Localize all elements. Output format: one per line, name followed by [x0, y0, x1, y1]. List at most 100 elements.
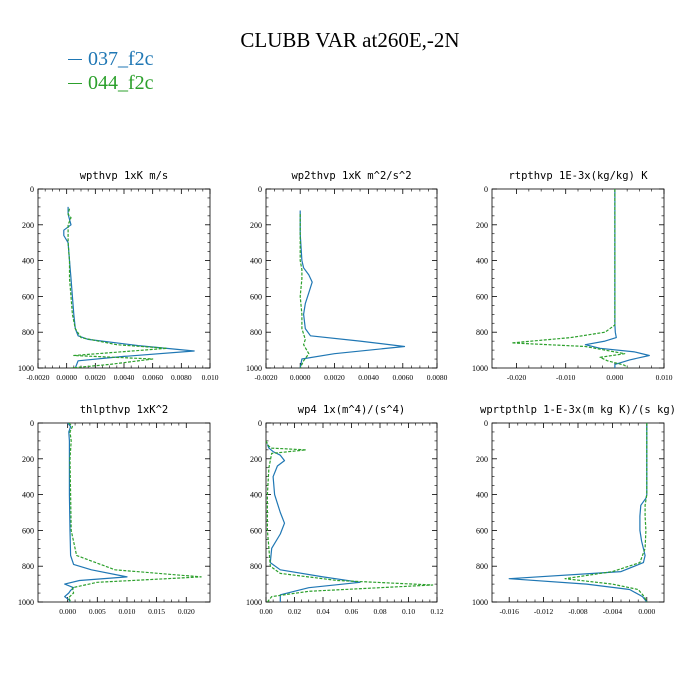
y-tick-label-3-4: 800	[22, 562, 34, 571]
chart-title-3: thlpthvp 1xK^2	[80, 404, 169, 416]
y-tick-label-0-5: 1000	[18, 364, 34, 373]
x-tick-label-2-3: 0.010	[656, 373, 673, 382]
x-tick-label-1-5: 0.0080	[427, 373, 448, 382]
y-tick-label-1-0: 0	[258, 185, 262, 194]
y-tick-label-4-4: 800	[250, 562, 262, 571]
series-line-1-0	[299, 210, 406, 368]
x-tick-label-4-6: 0.12	[430, 607, 443, 616]
x-tick-label-0-5: 0.0080	[171, 373, 192, 382]
chart-panel-0: wpthvp 1xK m/s 0 200 400 600 800 1000-0.0020 0.…	[18, 170, 219, 382]
x-tick-label-2-2: 0.000	[606, 373, 623, 382]
y-tick-label-4-1: 200	[250, 455, 262, 464]
legend-swatch-044	[68, 83, 82, 84]
x-tick-label-5-1: -0.012	[534, 607, 554, 616]
chart-frame-1	[265, 188, 438, 369]
chart-frame-2	[491, 188, 665, 369]
y-tick-label-1-1: 200	[250, 221, 262, 230]
y-tick-label-3-5: 1000	[18, 598, 34, 607]
chart-panel-1: wp2thvp 1xK m^2/s^2 0 200 400 600 800 1000-0.0…	[246, 170, 448, 382]
y-tick-label-3-3: 600	[22, 526, 34, 535]
y-tick-label-4-5: 1000	[246, 598, 262, 607]
y-tick-label-1-2: 400	[250, 257, 262, 266]
y-tick-label-2-3: 600	[476, 292, 488, 301]
x-tick-label-4-2: 0.04	[316, 607, 329, 616]
y-tick-label-0-0: 0	[30, 185, 34, 194]
y-tick-label-2-0: 0	[484, 185, 488, 194]
y-tick-label-5-2: 400	[476, 491, 488, 500]
y-tick-label-0-3: 600	[22, 292, 34, 301]
y-tick-label-5-4: 800	[476, 562, 488, 571]
y-tick-label-1-5: 1000	[246, 364, 262, 373]
chart-frame-4	[265, 422, 438, 603]
legend-label-037: 037_f2c	[88, 48, 154, 70]
y-tick-label-4-2: 400	[250, 491, 262, 500]
y-tick-label-5-3: 600	[476, 526, 488, 535]
series-line-3-0	[64, 423, 128, 602]
legend-item-037: 037_f2c	[68, 48, 154, 71]
x-tick-label-0-1: 0.0000	[56, 373, 77, 382]
legend-item-044: 044_f2c	[68, 72, 154, 95]
y-tick-label-4-0: 0	[258, 419, 262, 428]
chart-title-2: rtpthvp 1E-3x(kg/kg) K	[508, 170, 648, 182]
legend-swatch-037	[68, 59, 82, 60]
y-tick-label-1-3: 600	[250, 292, 262, 301]
y-tick-label-2-2: 400	[476, 257, 488, 266]
y-tick-label-3-2: 400	[22, 491, 34, 500]
y-tick-label-0-2: 400	[22, 257, 34, 266]
chart-title-1: wp2thvp 1xK m^2/s^2	[291, 170, 411, 182]
chart-title-4: wp4 1x(m^4)/(s^4)	[298, 404, 405, 416]
series-line-4-0	[266, 444, 361, 602]
y-tick-label-2-1: 200	[476, 221, 488, 230]
y-tick-label-4-3: 600	[250, 526, 262, 535]
x-tick-label-3-2: 0.010	[119, 607, 136, 616]
series-line-2-0	[584, 189, 650, 368]
x-tick-label-1-3: 0.0040	[358, 373, 379, 382]
y-tick-label-5-1: 200	[476, 455, 488, 464]
series-line-3-1	[68, 423, 202, 602]
series-line-0-1	[67, 208, 168, 368]
y-tick-label-0-1: 200	[22, 221, 34, 230]
x-tick-label-0-4: 0.0060	[142, 373, 163, 382]
chart-panel-2: rtpthvp 1E-3x(kg/kg) K 0 200 400 600 800 1000 -…	[472, 170, 673, 382]
y-tick-label-5-5: 1000	[472, 598, 488, 607]
y-tick-label-0-4: 800	[22, 328, 34, 337]
chart-title-0: wpthvp 1xK m/s	[80, 170, 169, 182]
x-tick-label-3-1: 0.005	[89, 607, 106, 616]
x-tick-label-5-0: -0.016	[500, 607, 520, 616]
series-line-0-0	[63, 206, 195, 368]
x-tick-label-3-4: 0.020	[178, 607, 195, 616]
series-line-5-0	[508, 423, 648, 602]
x-tick-label-3-0: 0.000	[59, 607, 76, 616]
x-tick-label-0-3: 0.0040	[114, 373, 135, 382]
y-tick-label-1-4: 800	[250, 328, 262, 337]
x-tick-label-4-0: 0.00	[259, 607, 272, 616]
series-line-1-1	[299, 214, 310, 368]
x-tick-label-0-2: 0.0020	[85, 373, 106, 382]
page-title: CLUBB VAR at260E,-2N	[240, 28, 460, 52]
legend-label-044: 044_f2c	[88, 72, 154, 94]
x-tick-label-1-2: 0.0020	[324, 373, 345, 382]
x-tick-label-0-0: -0.0020	[26, 373, 49, 382]
chart-title-5: wprtpthlp 1-E-3x(m kg K)/(s kg)	[480, 404, 676, 416]
x-tick-label-2-0: -0.020	[507, 373, 527, 382]
x-tick-label-4-4: 0.08	[373, 607, 386, 616]
x-tick-label-5-3: -0.004	[603, 607, 623, 616]
y-tick-label-5-0: 0	[484, 419, 488, 428]
series-line-4-1	[266, 440, 434, 602]
x-tick-label-3-3: 0.015	[148, 607, 165, 616]
y-tick-label-3-1: 200	[22, 455, 34, 464]
chart-frame-0	[37, 188, 211, 369]
x-tick-label-4-5: 0.10	[402, 607, 415, 616]
chart-frame-5	[491, 422, 665, 603]
series-line-5-1	[564, 423, 648, 602]
chart-panel-3: thlpthvp 1xK^2 0 200 400 600 800 1000 0.000 0.00…	[18, 404, 211, 616]
x-tick-label-4-3: 0.06	[345, 607, 358, 616]
x-tick-label-2-1: -0.010	[556, 373, 576, 382]
chart-panel-5: wprtpthlp 1-E-3x(m kg K)/(s kg) 0 200 400 60…	[472, 404, 676, 616]
x-tick-label-1-0: -0.0020	[254, 373, 277, 382]
x-tick-label-5-4: 0.000	[638, 607, 655, 616]
y-tick-label-2-4: 800	[476, 328, 488, 337]
x-tick-label-5-2: -0.008	[568, 607, 588, 616]
x-tick-label-4-1: 0.02	[288, 607, 301, 616]
